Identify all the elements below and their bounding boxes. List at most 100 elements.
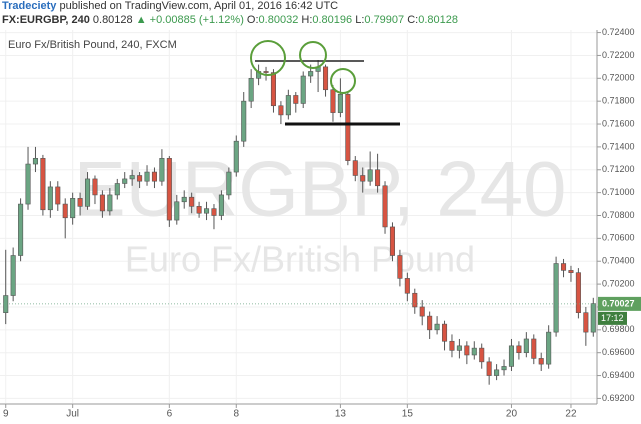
highlight-circle bbox=[250, 40, 286, 76]
y-tick-label: 0.72400 bbox=[602, 27, 635, 37]
y-tick-label: 0.70200 bbox=[602, 278, 635, 288]
ohlc-value: 0.80032 bbox=[258, 14, 299, 26]
ohlc-label: H: bbox=[301, 14, 313, 26]
x-tick-label: 20 bbox=[506, 409, 518, 420]
y-tick-label: 0.71000 bbox=[602, 187, 635, 197]
candle-body bbox=[204, 208, 210, 214]
candle-body bbox=[523, 338, 529, 353]
candle-body bbox=[70, 198, 76, 219]
candle-body bbox=[412, 292, 418, 308]
candle-body bbox=[10, 255, 16, 296]
candle-body bbox=[181, 196, 187, 203]
candle-body bbox=[360, 175, 366, 182]
x-tick-label: Jul bbox=[66, 409, 79, 420]
candle-body bbox=[531, 338, 537, 359]
change-value: +0.00885 (+1.12%) bbox=[149, 14, 244, 26]
candle-body bbox=[464, 345, 470, 356]
ohlc-c: C:0.80128 bbox=[407, 14, 458, 26]
candle-body bbox=[114, 183, 120, 196]
candle-body bbox=[233, 140, 239, 173]
symbol-line: FX:EURGBP, 240 0.80128 ▲ +0.00885 (+1.12… bbox=[2, 14, 458, 26]
y-tick-label: 0.70600 bbox=[602, 233, 635, 243]
candle-body bbox=[449, 340, 455, 351]
candle-body bbox=[189, 196, 195, 207]
candle-body bbox=[486, 361, 492, 376]
candle-body bbox=[404, 278, 410, 294]
ohlc-h: H:0.80196 bbox=[301, 14, 352, 26]
chart-title: Euro Fx/British Pound, 240, FXCM bbox=[8, 39, 177, 51]
candle-body bbox=[308, 71, 314, 77]
publish-note: published on TradingView.com, April 01, … bbox=[59, 0, 339, 12]
candle-body bbox=[575, 272, 581, 313]
header: Tradeciety published on TradingView.com,… bbox=[0, 0, 641, 30]
ohlc-value: 0.80196 bbox=[312, 14, 353, 26]
candle-body bbox=[25, 163, 31, 205]
candle-body bbox=[352, 160, 358, 176]
candle-body bbox=[434, 323, 440, 331]
annotations bbox=[250, 40, 400, 126]
y-tick-label: 0.71200 bbox=[602, 164, 635, 174]
symbol: FX:EURGBP, 240 bbox=[2, 14, 90, 26]
candle-body bbox=[479, 347, 485, 363]
candle-body bbox=[508, 345, 514, 367]
candle-body bbox=[248, 78, 254, 102]
candle-body bbox=[560, 263, 567, 271]
x-tick-label: 15 bbox=[402, 409, 414, 420]
candle-body bbox=[129, 175, 135, 180]
candle-body bbox=[471, 347, 477, 356]
y-tick-label: 0.69400 bbox=[602, 370, 635, 380]
y-tick-label: 0.72000 bbox=[602, 73, 635, 83]
candle-body bbox=[590, 303, 596, 333]
candle-body bbox=[397, 255, 403, 279]
y-tick-label: 0.71800 bbox=[602, 96, 635, 106]
y-tick-label: 0.70800 bbox=[602, 210, 635, 220]
ohlc-o: O:0.80032 bbox=[247, 14, 298, 26]
candle-body bbox=[337, 94, 343, 113]
candle-body bbox=[456, 345, 462, 351]
candle-body bbox=[382, 185, 388, 228]
change: ▲ +0.00885 (+1.12%) bbox=[135, 14, 244, 26]
y-tick-label: 0.71400 bbox=[602, 141, 635, 151]
candle-body bbox=[375, 169, 381, 187]
candle-body bbox=[419, 306, 425, 317]
publish-line: Tradeciety published on TradingView.com,… bbox=[2, 0, 338, 12]
candle-body bbox=[40, 158, 46, 211]
candle-body bbox=[367, 169, 373, 182]
candle-body bbox=[99, 194, 105, 212]
candle-body bbox=[47, 186, 53, 211]
ohlc-value: 0.79907 bbox=[364, 14, 405, 26]
candle-body bbox=[345, 94, 351, 161]
candle-body bbox=[62, 203, 68, 219]
countdown-box bbox=[598, 311, 627, 325]
x-tick-label: 8 bbox=[234, 409, 240, 420]
candle-body bbox=[293, 95, 299, 104]
countdown-label: 17:12 bbox=[601, 313, 624, 323]
last-price-label: 0.70027 bbox=[602, 298, 635, 308]
candles bbox=[3, 60, 596, 385]
candle-body bbox=[300, 75, 306, 104]
candle-body bbox=[174, 201, 180, 221]
candle-body bbox=[494, 369, 500, 376]
candle-body bbox=[546, 331, 552, 365]
candle-body bbox=[322, 66, 329, 91]
author[interactable]: Tradeciety bbox=[2, 0, 57, 12]
y-tick-label: 0.69600 bbox=[602, 347, 635, 357]
candle-body bbox=[516, 345, 522, 353]
candle-body bbox=[32, 158, 38, 165]
candle-body bbox=[583, 312, 589, 333]
candle-body bbox=[389, 226, 395, 256]
candle-body bbox=[270, 72, 276, 107]
y-tick-label: 0.69800 bbox=[602, 324, 635, 334]
ohlc-l: L:0.79907 bbox=[355, 14, 404, 26]
candle-body bbox=[441, 323, 448, 342]
candle-body bbox=[151, 171, 158, 182]
last-price: 0.80128 bbox=[92, 14, 133, 26]
candle-body bbox=[501, 366, 507, 371]
candle-body bbox=[137, 175, 143, 182]
x-tick-label: 9 bbox=[3, 409, 9, 420]
candle-body bbox=[568, 270, 574, 273]
candle-body bbox=[241, 100, 247, 142]
candle-body bbox=[55, 186, 61, 205]
ohlc-label: O: bbox=[246, 14, 259, 26]
